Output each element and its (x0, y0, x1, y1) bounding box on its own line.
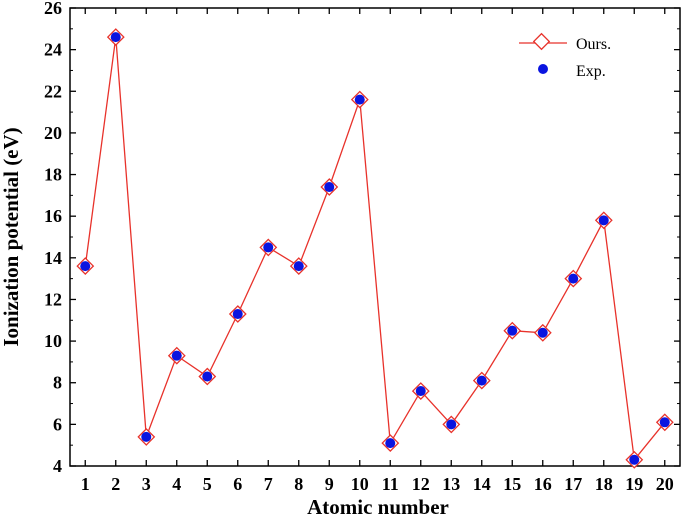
x-tick-label: 20 (656, 474, 674, 494)
x-tick-label: 2 (111, 474, 120, 494)
x-tick-label: 16 (534, 474, 552, 494)
y-axis: 4 6 8 10 12 14 16 18 20 22 24 26 (44, 0, 680, 476)
x-tick-label: 10 (351, 474, 369, 494)
x-tick-label: 18 (595, 474, 613, 494)
y-tick-label: 26 (44, 0, 62, 18)
y-tick-label: 4 (53, 456, 62, 476)
series-exp-point (354, 94, 365, 105)
legend-ours-marker (532, 32, 551, 51)
x-tick-label: 13 (442, 474, 460, 494)
y-tick-label: 16 (44, 206, 62, 226)
x-tick-label: 8 (294, 474, 303, 494)
x-tick-label: 19 (625, 474, 643, 494)
y-tick-label: 10 (44, 331, 62, 351)
series-exp-point (263, 242, 274, 253)
x-tick-label: 14 (473, 474, 491, 494)
series-exp-point (507, 325, 518, 336)
series-exp-point (446, 419, 457, 430)
x-tick-label: 11 (382, 474, 399, 494)
y-tick-label: 22 (44, 81, 62, 101)
y-axis-title: Ionization potential (eV) (0, 127, 23, 346)
y-tick-label: 14 (44, 248, 62, 268)
legend-exp-label: Exp. (576, 63, 606, 80)
x-axis: 1 2 3 4 5 6 7 8 9 10 11 12 13 14 15 16 17 18 19 20 (81, 8, 674, 494)
series-exp-point (629, 454, 640, 465)
series-exp-point (202, 371, 213, 382)
x-tick-label: 1 (81, 474, 90, 494)
y-tick-label: 18 (44, 165, 62, 185)
series-exp-point (324, 182, 335, 193)
series-exp-point (537, 327, 548, 338)
x-tick-label: 7 (264, 474, 273, 494)
y-tick-label: 6 (53, 414, 62, 434)
series-exp-point (171, 350, 182, 361)
legend-exp-marker (538, 64, 548, 74)
x-tick-label: 5 (203, 474, 212, 494)
x-tick-label: 6 (233, 474, 242, 494)
x-tick-label: 9 (325, 474, 334, 494)
series-ours-line (84, 37, 666, 462)
series-exp-point (415, 386, 426, 397)
series-exp-point (476, 375, 487, 386)
series-exp-point (293, 261, 304, 272)
legend-ours-label: Ours. (576, 36, 611, 53)
series-exp-point (598, 215, 609, 226)
series-exp-point (385, 438, 396, 449)
series-exp-point (568, 273, 579, 284)
x-tick-label: 12 (412, 474, 430, 494)
series-exp-point (141, 431, 152, 442)
x-tick-label: 17 (564, 474, 582, 494)
x-axis-title: Atomic number (307, 495, 449, 519)
x-tick-label: 4 (172, 474, 181, 494)
series-layer (76, 28, 674, 469)
legend: Ours. Exp. (519, 32, 611, 80)
series-exp-point (232, 309, 243, 320)
series-exp-point (659, 417, 670, 428)
y-tick-label: 20 (44, 123, 62, 143)
x-tick-label: 15 (503, 474, 521, 494)
y-tick-label: 24 (44, 40, 62, 60)
y-tick-label: 8 (53, 373, 62, 393)
y-tick-label: 12 (44, 289, 62, 309)
series-exp-point (80, 261, 91, 272)
series-exp-point (110, 32, 121, 43)
x-tick-label: 3 (142, 474, 151, 494)
